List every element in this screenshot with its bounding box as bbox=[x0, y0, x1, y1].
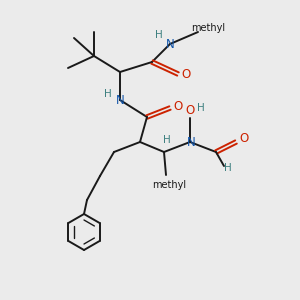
Text: N: N bbox=[116, 94, 124, 106]
Text: methyl: methyl bbox=[191, 23, 225, 33]
Text: O: O bbox=[173, 100, 183, 112]
Text: H: H bbox=[197, 103, 205, 113]
Text: H: H bbox=[155, 30, 163, 40]
Text: H: H bbox=[104, 89, 112, 99]
Text: methyl: methyl bbox=[152, 180, 186, 190]
Text: O: O bbox=[185, 103, 195, 116]
Text: H: H bbox=[163, 135, 171, 145]
Text: N: N bbox=[187, 136, 195, 148]
Text: H: H bbox=[224, 163, 232, 173]
Text: O: O bbox=[182, 68, 190, 80]
Text: O: O bbox=[239, 131, 249, 145]
Text: N: N bbox=[166, 38, 174, 50]
